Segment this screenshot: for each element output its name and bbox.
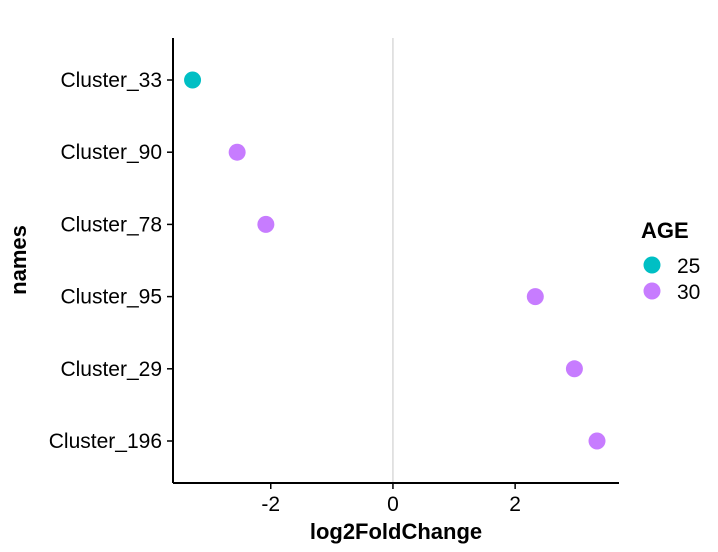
data-point: [565, 360, 583, 378]
data-point: [588, 432, 606, 450]
legend: AGE 25 30: [641, 218, 700, 304]
y-tick-label: Cluster_29: [60, 358, 162, 381]
y-tick-label: Cluster_33: [60, 69, 162, 92]
legend-key: [643, 256, 661, 274]
x-tick-label: 2: [509, 493, 521, 516]
data-point: [184, 71, 202, 89]
data-point: [257, 215, 275, 233]
legend-title: AGE: [641, 218, 689, 243]
x-axis: -2 0 2: [173, 482, 619, 516]
x-axis-title: log2FoldChange: [310, 519, 482, 544]
legend-label: 30: [677, 281, 700, 304]
data-point: [228, 143, 246, 161]
legend-label: 25: [677, 255, 700, 278]
y-tick-label: Cluster_90: [60, 141, 162, 164]
y-tick-label: Cluster_95: [60, 286, 162, 309]
y-tick-label: Cluster_78: [60, 213, 162, 236]
y-tick-label: Cluster_196: [49, 430, 162, 453]
x-tick-label: -2: [261, 493, 280, 516]
x-tick-label: 0: [387, 493, 399, 516]
y-axis-title: names: [6, 225, 31, 295]
legend-key: [643, 282, 661, 300]
data-point: [526, 288, 544, 306]
y-axis: Cluster_33 Cluster_90 Cluster_78 Cluster_95…: [49, 38, 174, 483]
data-points: [184, 71, 606, 450]
